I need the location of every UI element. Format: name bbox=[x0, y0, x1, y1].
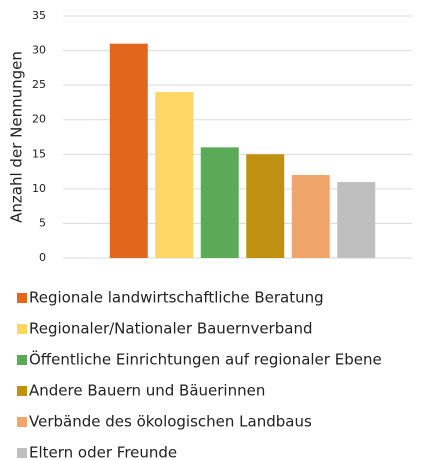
bar bbox=[200, 147, 239, 258]
legend-label: Regionaler/Nationaler Bauernverband bbox=[29, 320, 312, 338]
y-tick-label: 15 bbox=[32, 147, 46, 160]
y-tick-label: 25 bbox=[32, 78, 46, 91]
legend-swatch bbox=[17, 448, 27, 458]
legend-label: Andere Bauern und Bäuerinnen bbox=[29, 382, 265, 400]
legend-label: Regionale landwirtschaftliche Beratung bbox=[29, 289, 324, 307]
legend-label: Öffentliche Einrichtungen auf regionaler… bbox=[29, 350, 382, 369]
y-tick-label: 5 bbox=[39, 216, 46, 229]
legend-label: Eltern oder Freunde bbox=[29, 444, 177, 460]
y-tick-label: 30 bbox=[32, 44, 46, 57]
y-tick-label: 35 bbox=[32, 9, 46, 22]
bar bbox=[291, 175, 330, 258]
bar bbox=[109, 43, 148, 259]
legend-label: Verbände des ökologischen Landbaus bbox=[29, 413, 312, 431]
legend-swatch bbox=[17, 417, 27, 427]
bar bbox=[337, 181, 376, 258]
legend-swatch bbox=[17, 386, 27, 396]
y-tick-label: 10 bbox=[32, 182, 46, 195]
legend-swatch bbox=[17, 324, 27, 334]
legend-swatch bbox=[17, 293, 27, 303]
y-tick-label: 0 bbox=[39, 251, 46, 264]
y-axis-label: Anzahl der Nennungen bbox=[8, 51, 26, 223]
bar bbox=[246, 154, 285, 258]
bar bbox=[155, 92, 194, 258]
y-tick-label: 20 bbox=[32, 113, 46, 126]
legend-swatch bbox=[17, 355, 27, 365]
